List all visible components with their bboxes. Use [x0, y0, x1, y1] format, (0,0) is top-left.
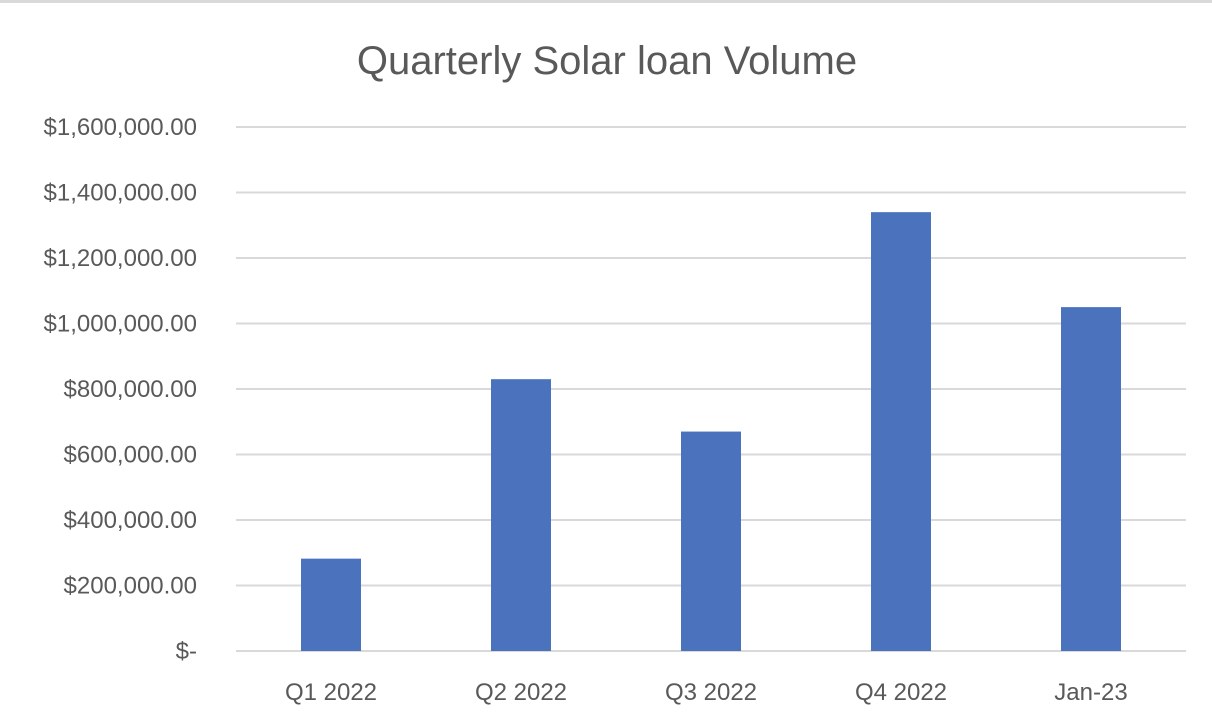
y-axis-tick-labels: $- $200,000.00 $400,000.00 $600,000.00 $800,… [44, 114, 197, 665]
bars [301, 212, 1121, 651]
bar [681, 431, 741, 651]
x-tick-label: Q1 2022 [285, 679, 377, 706]
bar [301, 558, 361, 651]
y-tick-label: $600,000.00 [64, 442, 197, 469]
y-tick-label: $1,200,000.00 [44, 245, 197, 272]
x-tick-label: Q4 2022 [855, 679, 947, 706]
y-tick-label: $1,600,000.00 [44, 114, 197, 141]
bar [871, 212, 931, 651]
y-tick-label: $1,400,000.00 [44, 180, 197, 207]
gridlines [236, 126, 1186, 652]
chart-title: Quarterly Solar loan Volume [357, 39, 857, 83]
bar [491, 379, 551, 651]
y-tick-label: $800,000.00 [64, 376, 197, 403]
y-tick-label: $1,000,000.00 [44, 311, 197, 338]
y-tick-label: $200,000.00 [64, 573, 197, 600]
x-tick-label: Q2 2022 [475, 679, 567, 706]
top-divider [0, 0, 1212, 3]
x-tick-label: Jan-23 [1054, 679, 1127, 706]
y-tick-label: $400,000.00 [64, 507, 197, 534]
y-tick-label: $- [176, 638, 197, 665]
bar [1061, 307, 1121, 651]
x-tick-label: Q3 2022 [665, 679, 757, 706]
x-axis-tick-labels: Q1 2022 Q2 2022 Q3 2022 Q4 2022 Jan-23 [285, 679, 1128, 706]
